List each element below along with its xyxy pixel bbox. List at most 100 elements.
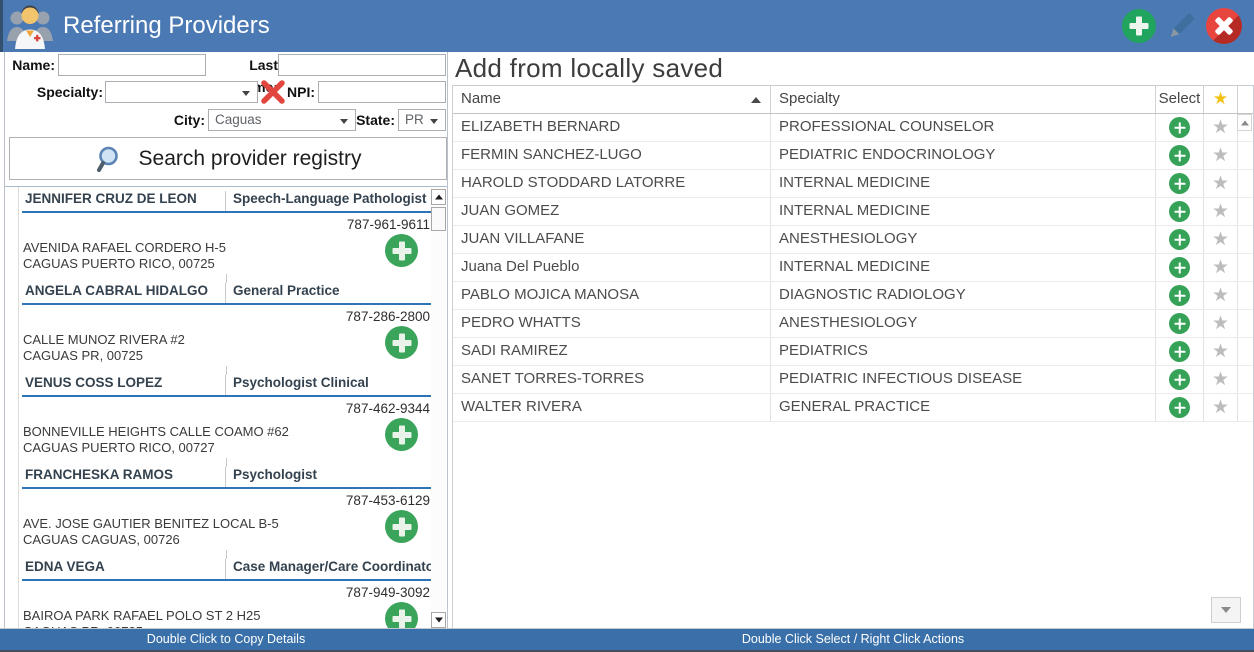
specialty-label: Specialty: [36, 84, 103, 100]
table-row[interactable]: ELIZABETH BERNARD PROFESSIONAL COUNSELOR… [453, 114, 1253, 142]
npi-input[interactable] [318, 81, 446, 103]
favorite-star-icon[interactable]: ★ [1211, 201, 1230, 222]
favorite-star-icon[interactable]: ★ [1211, 173, 1230, 194]
status-bar: Double Click to Copy Details Double Clic… [0, 629, 1254, 650]
search-provider-registry-button[interactable]: Search provider registry [9, 137, 447, 180]
provider-cards: JENNIFER CRUZ DE LEON Speech-Language Pa… [22, 191, 431, 630]
clear-specialty-x-icon[interactable] [261, 80, 285, 104]
favorite-star-icon[interactable]: ★ [1211, 313, 1230, 334]
table-row[interactable]: HAROLD STODDARD LATORRE INTERNAL MEDICIN… [453, 170, 1253, 198]
row-name: JUAN GOMEZ [453, 198, 771, 225]
provider-phone: 787-961-9611 [346, 217, 430, 232]
select-plus-icon[interactable] [1169, 229, 1190, 250]
select-plus-icon[interactable] [1169, 369, 1190, 390]
select-plus-icon[interactable] [1169, 173, 1190, 194]
provider-address-line2: CAGUAS PR, 00725 [23, 348, 143, 363]
add-provider-icon[interactable] [1122, 9, 1156, 43]
list-border [18, 187, 19, 630]
page-title: Referring Providers [63, 12, 270, 39]
add-provider-plus-icon[interactable] [385, 602, 418, 630]
add-provider-plus-icon[interactable] [385, 510, 418, 543]
provider-phone: 787-949-3092 [345, 585, 430, 600]
specialty-dropdown[interactable] [105, 81, 258, 103]
table-row[interactable]: JUAN GOMEZ INTERNAL MEDICINE ★ [453, 198, 1253, 226]
table-row[interactable]: WALTER RIVERA GENERAL PRACTICE ★ [453, 394, 1253, 422]
select-plus-icon[interactable] [1169, 145, 1190, 166]
table-row[interactable]: Juana Del Pueblo INTERNAL MEDICINE ★ [453, 254, 1253, 282]
provider-card[interactable]: EDNA VEGA Case Manager/Care Coordinator … [22, 550, 431, 630]
add-provider-plus-icon[interactable] [385, 418, 418, 451]
state-value: PR [405, 112, 424, 127]
scrollbar-thumb[interactable] [431, 207, 446, 231]
state-dropdown[interactable]: PR [398, 109, 446, 131]
provider-address-line2: CAGUAS CAGUAS, 00726 [23, 532, 180, 547]
registry-scrollbar[interactable] [431, 189, 446, 628]
favorite-star-icon[interactable]: ★ [1211, 257, 1230, 278]
row-specialty: INTERNAL MEDICINE [771, 170, 1156, 197]
row-name: ELIZABETH BERNARD [453, 114, 771, 141]
provider-card[interactable]: ANGELA CABRAL HIDALGO General Practice 7… [22, 274, 431, 367]
name-label: Name: [12, 57, 55, 73]
npi-label: NPI: [287, 84, 315, 100]
table-scroll-up-icon[interactable] [1237, 114, 1252, 131]
row-name: SADI RAMIREZ [453, 338, 771, 365]
scroll-up-icon[interactable] [431, 189, 446, 205]
select-plus-icon[interactable] [1169, 257, 1190, 278]
city-dropdown[interactable]: Caguas [208, 109, 356, 131]
provider-name: FRANCHESKA RAMOS [22, 467, 226, 487]
name-input[interactable] [58, 54, 206, 76]
titlebar-actions [1122, 8, 1242, 44]
column-header-favorite-star-icon[interactable]: ★ [1204, 86, 1238, 113]
favorite-star-icon[interactable]: ★ [1211, 117, 1230, 138]
close-icon[interactable] [1206, 8, 1242, 44]
row-name: Juana Del Pueblo [453, 254, 771, 281]
provider-specialty: Speech-Language Pathologist [233, 191, 427, 206]
search-button-label: Search provider registry [138, 146, 362, 170]
column-header-name[interactable]: Name [453, 86, 771, 113]
favorite-star-icon[interactable]: ★ [1211, 341, 1230, 362]
provider-name: ANGELA CABRAL HIDALGO [22, 283, 226, 303]
edit-pencil-icon[interactable] [1163, 8, 1199, 44]
select-plus-icon[interactable] [1169, 397, 1190, 418]
scroll-down-icon[interactable] [431, 612, 446, 628]
select-plus-icon[interactable] [1169, 341, 1190, 362]
row-specialty: DIAGNOSTIC RADIOLOGY [771, 282, 1156, 309]
table-row[interactable]: FERMIN SANCHEZ-LUGO PEDIATRIC ENDOCRINOL… [453, 142, 1253, 170]
table-scroll-down-icon[interactable] [1211, 597, 1241, 623]
table-row[interactable]: SADI RAMIREZ PEDIATRICS ★ [453, 338, 1253, 366]
select-plus-icon[interactable] [1169, 117, 1190, 138]
provider-card[interactable]: JENNIFER CRUZ DE LEON Speech-Language Pa… [22, 191, 431, 275]
favorite-star-icon[interactable]: ★ [1211, 145, 1230, 166]
table-row[interactable]: PEDRO WHATTS ANESTHESIOLOGY ★ [453, 310, 1253, 338]
favorite-star-icon[interactable]: ★ [1211, 369, 1230, 390]
registry-results-list: JENNIFER CRUZ DE LEON Speech-Language Pa… [5, 186, 447, 630]
window-border [0, 0, 3, 52]
favorite-star-icon[interactable]: ★ [1211, 229, 1230, 250]
column-header-specialty[interactable]: Specialty [771, 86, 1156, 113]
table-header-row: Name Specialty Select ★ [453, 86, 1253, 114]
last-name-input[interactable] [278, 54, 446, 76]
favorite-star-icon[interactable]: ★ [1211, 285, 1230, 306]
row-name: PABLO MOJICA MANOSA [453, 282, 771, 309]
provider-address-line1: AVE. JOSE GAUTIER BENITEZ LOCAL B-5 [23, 516, 279, 531]
provider-phone: 787-453-6129 [345, 493, 430, 508]
table-row[interactable]: JUAN VILLAFANE ANESTHESIOLOGY ★ [453, 226, 1253, 254]
row-specialty: PEDIATRIC ENDOCRINOLOGY [771, 142, 1156, 169]
select-plus-icon[interactable] [1169, 285, 1190, 306]
provider-address-line2: CAGUAS PUERTO RICO, 00725 [23, 256, 215, 271]
provider-address-line1: CALLE MUNOZ RIVERA #2 [23, 332, 185, 347]
row-name: JUAN VILLAFANE [453, 226, 771, 253]
table-row[interactable]: SANET TORRES-TORRES PEDIATRIC INFECTIOUS… [453, 366, 1253, 394]
provider-card[interactable]: VENUS COSS LOPEZ Psychologist Clinical 7… [22, 366, 431, 459]
add-provider-plus-icon[interactable] [385, 234, 418, 267]
select-plus-icon[interactable] [1169, 313, 1190, 334]
row-specialty: ANESTHESIOLOGY [771, 310, 1156, 337]
select-plus-icon[interactable] [1169, 201, 1190, 222]
provider-card[interactable]: FRANCHESKA RAMOS Psychologist 787-453-61… [22, 458, 431, 551]
column-header-select[interactable]: Select [1156, 86, 1204, 113]
add-provider-plus-icon[interactable] [385, 326, 418, 359]
favorite-star-icon[interactable]: ★ [1211, 397, 1230, 418]
title-bar: Referring Providers [0, 0, 1254, 52]
table-row[interactable]: PABLO MOJICA MANOSA DIAGNOSTIC RADIOLOGY… [453, 282, 1253, 310]
